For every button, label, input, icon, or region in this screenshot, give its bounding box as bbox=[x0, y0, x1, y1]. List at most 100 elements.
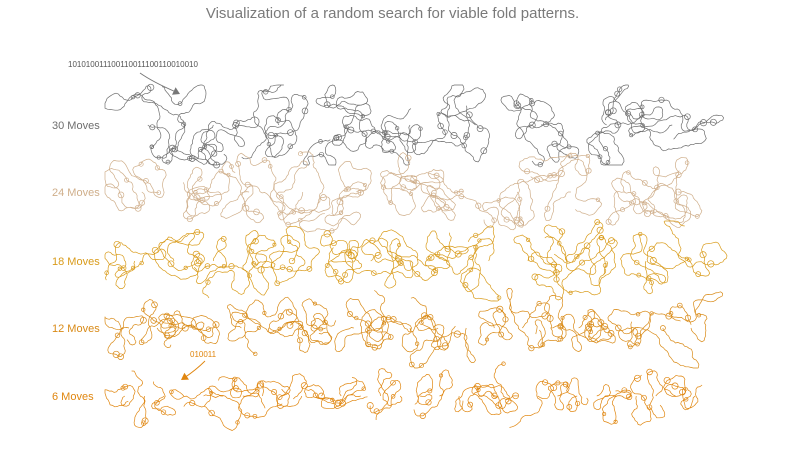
fold-loop bbox=[543, 121, 549, 128]
fold-loop bbox=[339, 399, 346, 407]
fold-loop bbox=[643, 210, 651, 218]
fold-loop bbox=[635, 312, 641, 317]
fold-loop bbox=[211, 150, 218, 157]
fold-loop bbox=[323, 230, 331, 238]
fold-loop bbox=[139, 199, 145, 206]
fold-loop bbox=[346, 311, 353, 317]
fold-loop bbox=[338, 210, 344, 215]
fold-loop bbox=[461, 142, 467, 149]
fold-loop bbox=[597, 319, 605, 326]
fold-loop bbox=[244, 412, 251, 419]
fold-loop bbox=[200, 335, 207, 341]
fold-loop bbox=[193, 194, 201, 202]
fold-loop bbox=[536, 301, 542, 307]
fold-walk bbox=[299, 161, 372, 233]
fold-walk bbox=[646, 220, 728, 277]
fold-loop bbox=[462, 282, 469, 288]
fold-loop bbox=[386, 139, 391, 144]
fold-loop bbox=[330, 94, 335, 99]
fold-walk bbox=[158, 310, 205, 340]
fold-walk bbox=[301, 298, 337, 345]
fold-loop bbox=[388, 200, 394, 205]
fold-loop bbox=[649, 257, 657, 264]
fold-loop bbox=[557, 323, 564, 330]
fold-loop bbox=[253, 208, 260, 216]
fold-loop bbox=[138, 339, 145, 346]
fold-loop bbox=[556, 240, 562, 246]
fold-loop bbox=[257, 266, 265, 274]
fold-loop bbox=[263, 89, 269, 95]
fold-loop bbox=[635, 332, 642, 340]
fold-loop bbox=[169, 317, 176, 324]
fold-walk bbox=[259, 380, 291, 407]
fold-loop bbox=[562, 381, 569, 388]
fold-loop bbox=[444, 245, 451, 253]
fold-loop bbox=[544, 205, 551, 212]
fold-loop bbox=[233, 119, 240, 127]
fold-loop bbox=[291, 210, 296, 215]
fold-loop bbox=[430, 192, 437, 198]
fold-loop bbox=[117, 266, 122, 271]
fold-loop bbox=[242, 204, 250, 212]
fold-walk bbox=[245, 296, 303, 338]
fold-loop bbox=[279, 194, 284, 199]
fold-loop bbox=[261, 157, 268, 163]
fold-walk bbox=[630, 374, 652, 426]
fold-loop bbox=[301, 107, 309, 115]
fold-loop bbox=[104, 270, 109, 276]
fold-loop bbox=[147, 83, 155, 91]
fold-loop bbox=[654, 184, 660, 191]
fold-loop bbox=[390, 379, 396, 386]
fold-loop bbox=[318, 326, 323, 332]
fold-walk bbox=[477, 384, 510, 410]
fold-loop bbox=[381, 129, 388, 136]
fold-loop bbox=[130, 95, 135, 100]
fold-loop bbox=[149, 144, 155, 150]
annotation-arrow-30-head bbox=[172, 87, 180, 95]
fold-loop bbox=[390, 316, 397, 323]
fold-walk bbox=[131, 370, 147, 428]
fold-loop bbox=[649, 311, 654, 316]
fold-walk bbox=[534, 295, 567, 348]
fold-loop bbox=[412, 139, 418, 145]
fold-loop bbox=[555, 380, 561, 386]
fold-walk bbox=[304, 377, 358, 404]
fold-loop bbox=[301, 330, 308, 337]
fold-loop bbox=[298, 207, 305, 214]
fold-loop bbox=[274, 280, 280, 287]
fold-loop bbox=[513, 216, 521, 224]
fold-loop bbox=[122, 383, 129, 390]
fold-walk bbox=[404, 169, 495, 229]
fold-loop bbox=[605, 160, 611, 165]
fold-loop bbox=[524, 168, 531, 175]
fold-loop bbox=[197, 147, 203, 152]
fold-loop bbox=[501, 361, 506, 366]
fold-loop bbox=[385, 133, 391, 140]
fold-loop bbox=[707, 260, 715, 268]
fold-loop bbox=[566, 144, 572, 150]
fold-loop bbox=[221, 263, 227, 269]
fold-loop bbox=[194, 259, 202, 267]
fold-loop bbox=[419, 320, 424, 325]
fold-loop bbox=[560, 315, 565, 320]
fold-walk bbox=[460, 225, 500, 302]
fold-loop bbox=[139, 260, 144, 266]
fold-loop bbox=[579, 259, 586, 266]
fold-loop bbox=[477, 238, 482, 243]
fold-loop bbox=[599, 235, 604, 240]
fold-loop bbox=[335, 134, 343, 141]
fold-loop bbox=[615, 324, 622, 332]
fold-walk bbox=[238, 380, 283, 419]
fold-loop bbox=[427, 254, 435, 261]
fold-walk bbox=[620, 233, 669, 295]
fold-loop bbox=[203, 187, 209, 193]
fold-loop bbox=[694, 214, 700, 219]
fold-walk bbox=[500, 93, 580, 166]
fold-loop bbox=[296, 337, 303, 344]
fold-walk bbox=[320, 233, 362, 283]
fold-loop bbox=[256, 325, 261, 330]
fold-loop bbox=[540, 342, 546, 348]
fold-loop bbox=[196, 257, 203, 265]
fold-loop bbox=[649, 280, 654, 285]
fold-loop bbox=[288, 257, 296, 265]
